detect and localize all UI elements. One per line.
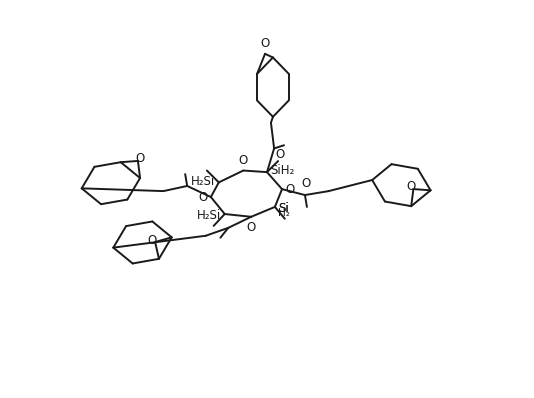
Text: Si: Si xyxy=(278,202,289,215)
Text: Si: Si xyxy=(278,202,289,215)
Text: O: O xyxy=(275,148,284,161)
Text: O: O xyxy=(199,191,208,203)
Text: O: O xyxy=(285,183,294,196)
Text: O: O xyxy=(247,221,256,234)
Text: O: O xyxy=(301,177,310,190)
Text: O: O xyxy=(135,152,145,165)
Text: H₂: H₂ xyxy=(278,208,290,218)
Text: SiH₂: SiH₂ xyxy=(270,164,294,177)
Text: O: O xyxy=(239,154,248,167)
Text: H₂Si: H₂Si xyxy=(191,175,216,188)
Text: O: O xyxy=(148,234,157,247)
Text: O: O xyxy=(407,180,416,193)
Text: H₂Si: H₂Si xyxy=(197,209,222,222)
Text: O: O xyxy=(261,37,270,50)
